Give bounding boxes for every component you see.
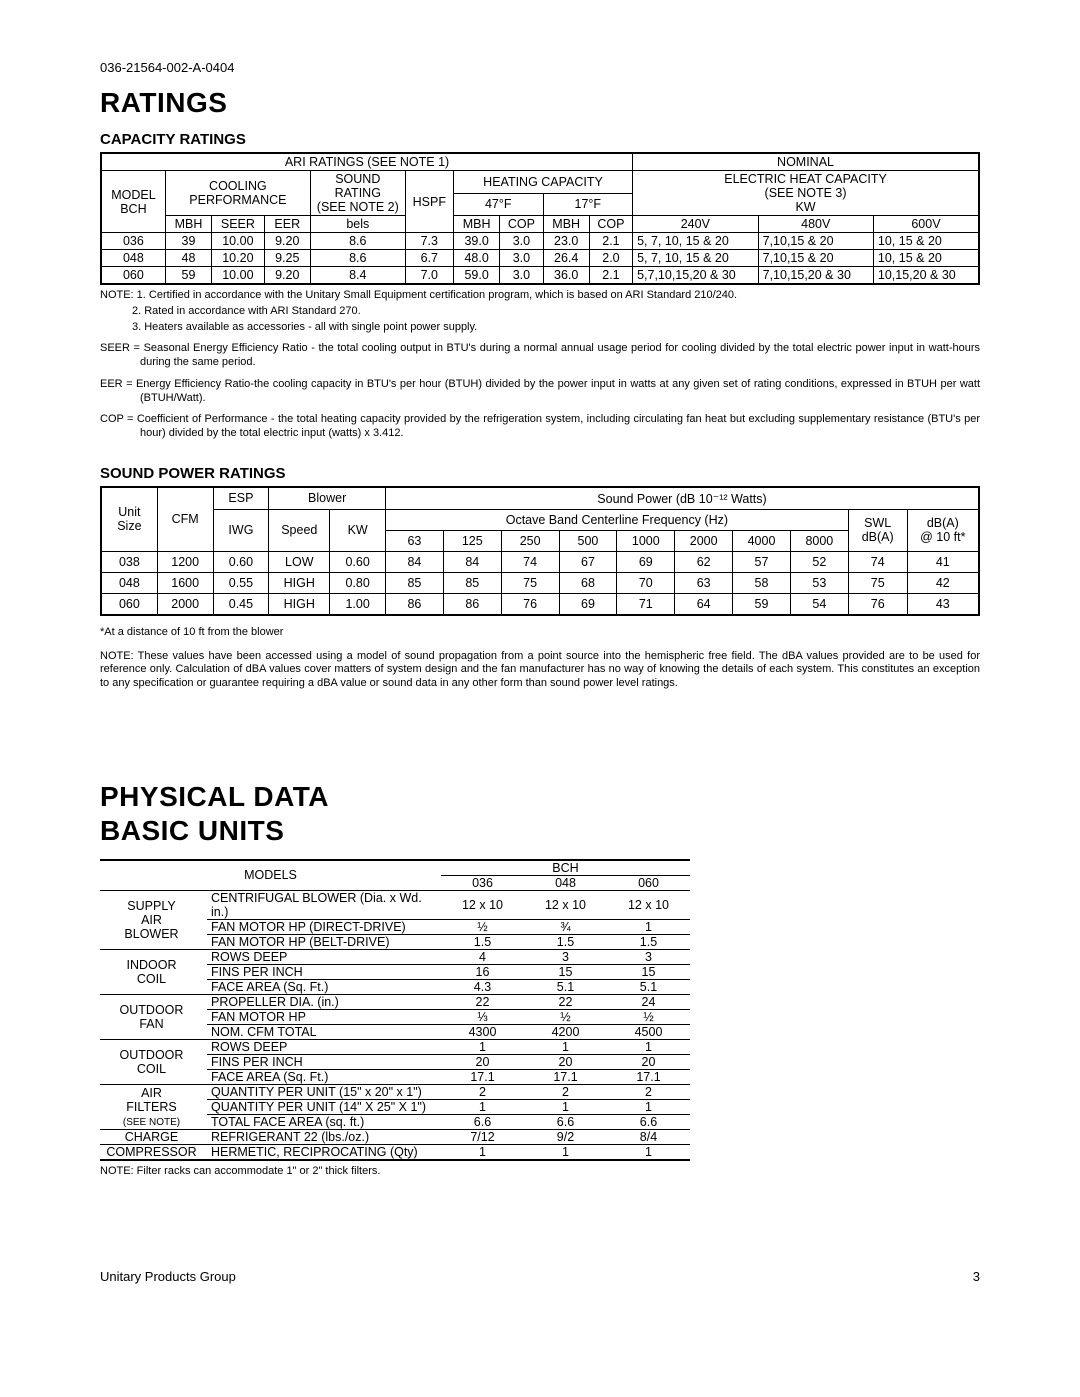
footer: Unitary Products Group 3 <box>100 1269 980 1284</box>
title-physical-1: PHYSICAL DATA <box>100 781 980 813</box>
footer-left: Unitary Products Group <box>100 1269 236 1284</box>
footer-right: 3 <box>973 1269 980 1284</box>
heading-capacity: CAPACITY RATINGS <box>100 131 980 148</box>
capacity-notes: NOTE: 1. Certified in accordance with th… <box>100 289 980 441</box>
physical-table: MODELSBCH036048060SUPPLYAIRBLOWERCENTRIF… <box>100 859 690 1161</box>
capacity-table: ARI RATINGS (SEE NOTE 1)NOMINALMODELBCHC… <box>100 152 980 285</box>
title-physical-2: BASIC UNITS <box>100 815 980 847</box>
physical-note: NOTE: Filter racks can accommodate 1" or… <box>100 1165 980 1179</box>
sound-notes: *At a distance of 10 ft from the blower … <box>100 626 980 691</box>
heading-sound: SOUND POWER RATINGS <box>100 465 980 482</box>
title-ratings: RATINGS <box>100 87 980 119</box>
doc-number: 036-21564-002-A-0404 <box>100 60 980 75</box>
sound-table: UnitSizeCFMESPBlowerSound Power (dB 10⁻¹… <box>100 486 980 616</box>
